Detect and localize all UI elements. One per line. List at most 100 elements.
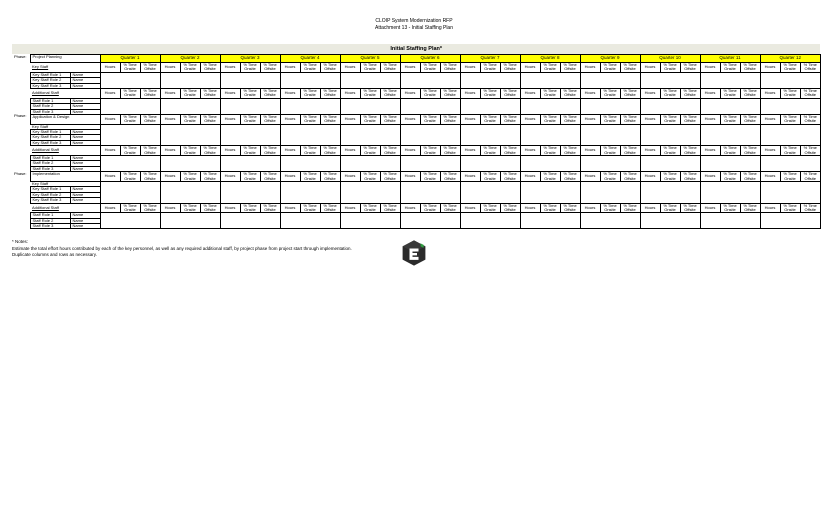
sub-col: % Time Offsite (200, 146, 220, 156)
sub-col: Hours (100, 88, 120, 98)
sub-col: % Time Onsite (360, 88, 380, 98)
doc-header: CLOIP System Modernization RFP Attachmen… (0, 0, 828, 32)
sub-col: % Time Offsite (740, 62, 760, 72)
sub-col: % Time Onsite (300, 172, 320, 182)
sub-col: % Time Onsite (660, 62, 680, 72)
sub-col: Hours (100, 146, 120, 156)
sub-col: % Time Onsite (480, 114, 500, 124)
sub-col: % Time Onsite (780, 146, 800, 156)
sub-col: % Time Onsite (660, 114, 680, 124)
sub-col: % Time Offsite (260, 88, 280, 98)
sub-col: Hours (220, 88, 240, 98)
sub-col: % Time Onsite (720, 88, 740, 98)
sub-col: % Time Onsite (480, 172, 500, 182)
sub-col: % Time Onsite (120, 88, 140, 98)
sub-col: % Time Onsite (780, 114, 800, 124)
sub-col: % Time Offsite (560, 114, 580, 124)
sub-col: % Time Offsite (260, 172, 280, 182)
sub-col: % Time Onsite (600, 62, 620, 72)
sub-col: % Time Offsite (800, 114, 820, 124)
q-header: Quarter 1 (100, 55, 160, 63)
sub-col: % Time Offsite (800, 172, 820, 182)
sub-col: Hours (160, 172, 180, 182)
sub-col: Hours (580, 114, 600, 124)
sub-col: % Time Onsite (720, 146, 740, 156)
sub-col: % Time Onsite (420, 172, 440, 182)
sub-col: Hours (760, 146, 780, 156)
sub-col: % Time Offsite (380, 172, 400, 182)
sub-col: % Time Onsite (540, 88, 560, 98)
sub-col: % Time Onsite (540, 114, 560, 124)
sub-col: Hours (280, 203, 300, 213)
sub-col: Hours (460, 146, 480, 156)
sub-col: % Time Onsite (720, 203, 740, 213)
sub-col: % Time Onsite (780, 203, 800, 213)
sub-col: % Time Offsite (260, 203, 280, 213)
sub-col: Hours (640, 172, 660, 182)
sub-col: % Time Offsite (200, 88, 220, 98)
sub-col: % Time Onsite (360, 146, 380, 156)
sub-col: % Time Offsite (740, 172, 760, 182)
sub-col: Hours (280, 62, 300, 72)
sub-col: Hours (400, 203, 420, 213)
sub-col: % Time Onsite (300, 88, 320, 98)
sub-col: % Time Offsite (680, 203, 700, 213)
sub-col: Hours (220, 114, 240, 124)
sub-col: Hours (220, 146, 240, 156)
sub-col: % Time Onsite (240, 203, 260, 213)
sub-col: % Time Offsite (620, 172, 640, 182)
sub-col: % Time Onsite (420, 146, 440, 156)
q-header: Quarter 10 (640, 55, 700, 63)
sub-col: % Time Offsite (440, 62, 460, 72)
sub-col: % Time Offsite (440, 146, 460, 156)
sub-col: Hours (400, 146, 420, 156)
phase-name: Application & Design (30, 114, 100, 124)
sub-col: % Time Onsite (600, 114, 620, 124)
sub-col: Hours (700, 62, 720, 72)
sub-col: Hours (280, 146, 300, 156)
sub-col: % Time Offsite (320, 62, 340, 72)
sub-col: % Time Onsite (540, 203, 560, 213)
sub-col: % Time Offsite (560, 146, 580, 156)
sub-col: % Time Onsite (240, 114, 260, 124)
sub-col: % Time Onsite (720, 114, 740, 124)
sub-col: % Time Offsite (680, 62, 700, 72)
sub-col: Hours (460, 62, 480, 72)
sub-col: % Time Onsite (660, 172, 680, 182)
q-header: Quarter 9 (580, 55, 640, 63)
sub-col: % Time Offsite (440, 114, 460, 124)
sub-col: % Time Offsite (500, 172, 520, 182)
header-line1: CLOIP System Modernization RFP (0, 18, 828, 25)
sub-col: Hours (100, 114, 120, 124)
sub-col: % Time Onsite (240, 146, 260, 156)
q-header: Quarter 4 (280, 55, 340, 63)
section-label: Additional Staff (30, 146, 100, 156)
sub-col: % Time Onsite (600, 88, 620, 98)
sub-col: Hours (400, 88, 420, 98)
sub-col: % Time Offsite (140, 172, 160, 182)
sub-col: % Time Offsite (440, 172, 460, 182)
sub-col: Hours (460, 88, 480, 98)
sub-col: % Time Offsite (320, 114, 340, 124)
sub-col: % Time Offsite (200, 114, 220, 124)
q-header: Quarter 12 (760, 55, 820, 63)
sub-col: % Time Offsite (800, 88, 820, 98)
sub-col: % Time Offsite (380, 146, 400, 156)
sub-col: % Time Onsite (120, 62, 140, 72)
q-header: Quarter 7 (460, 55, 520, 63)
sub-col: % Time Offsite (440, 88, 460, 98)
sub-col: % Time Offsite (260, 114, 280, 124)
sub-col: % Time Offsite (380, 88, 400, 98)
sub-col: % Time Offsite (320, 88, 340, 98)
sub-col: Hours (340, 146, 360, 156)
table-title: Initial Staffing Plan* (12, 44, 820, 55)
sub-col: % Time Onsite (300, 114, 320, 124)
sub-col: % Time Offsite (320, 203, 340, 213)
q-header: Quarter 8 (520, 55, 580, 63)
sub-col: % Time Onsite (480, 88, 500, 98)
sub-col: Hours (640, 114, 660, 124)
sub-col: % Time Offsite (500, 88, 520, 98)
sub-col: Hours (160, 62, 180, 72)
sub-col: % Time Onsite (600, 203, 620, 213)
sub-col: Hours (760, 114, 780, 124)
